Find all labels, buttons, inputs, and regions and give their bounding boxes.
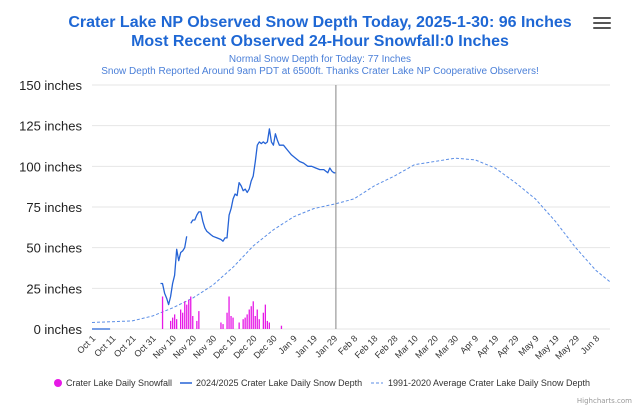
- snowfall-bar: [280, 325, 283, 329]
- snowfall-bar: [190, 296, 192, 329]
- snowfall-series: [161, 296, 283, 329]
- snowfall-bar: [172, 317, 174, 329]
- snowfall-bar: [226, 312, 228, 329]
- legend-label: 2024/2025 Crater Lake Daily Snow Depth: [196, 378, 362, 388]
- y-tick-label: 0 inches: [34, 322, 83, 337]
- legend: Crater Lake Daily Snowfall 2024/2025 Crat…: [54, 378, 590, 388]
- snowfall-bar: [184, 301, 186, 329]
- snowfall-bar: [254, 316, 256, 329]
- snowfall-bar: [198, 311, 200, 329]
- snowfall-bar: [262, 312, 264, 329]
- chart-subtitle-line2: Snow Depth Reported Around 9am PDT at 65…: [101, 66, 539, 77]
- credits-link[interactable]: Highcharts.com: [576, 397, 632, 405]
- snow-depth-line: [190, 128, 336, 242]
- snowfall-bar: [248, 309, 250, 329]
- y-tick-label: 50 inches: [26, 241, 82, 256]
- x-tick-label: Jun 8: [579, 333, 602, 356]
- depth-series: [92, 128, 336, 330]
- snowfall-bar: [170, 320, 172, 329]
- snowfall-bar: [266, 320, 268, 329]
- average-snow-depth-line: [91, 157, 611, 323]
- snowfall-bar: [246, 314, 248, 329]
- snowfall-bar: [232, 317, 234, 329]
- y-tick-label: 75 inches: [26, 200, 82, 215]
- x-tick-label: Apr 29: [495, 333, 521, 359]
- snowfall-bar: [230, 316, 232, 329]
- snowfall-bar: [238, 322, 240, 329]
- chart-title: Crater Lake NP Observed Snow Depth Today…: [68, 14, 572, 31]
- snowfall-bar: [222, 324, 224, 329]
- x-tick-label: Mar 30: [433, 333, 460, 360]
- snowfall-bar: [176, 319, 178, 329]
- snow-depth-line: [160, 236, 188, 306]
- y-tick-label: 100 inches: [19, 159, 82, 174]
- snowfall-bar: [220, 322, 222, 329]
- legend-item[interactable]: 2024/2025 Crater Lake Daily Snow Depth: [180, 378, 362, 388]
- snowfall-bar: [182, 312, 184, 329]
- chart-subtitle: Normal Snow Depth for Today: 77 Inches: [228, 54, 412, 65]
- legend-symbol-dot: [54, 379, 62, 387]
- snowfall-bar: [264, 304, 266, 329]
- legend-item[interactable]: Crater Lake Daily Snowfall: [54, 378, 172, 388]
- legend-label: Crater Lake Daily Snowfall: [66, 378, 172, 388]
- legend-item[interactable]: 1991-2020 Average Crater Lake Daily Snow…: [371, 378, 590, 388]
- average-series: [91, 157, 611, 323]
- hamburger-menu-icon[interactable]: [593, 17, 611, 31]
- snowfall-bar: [242, 319, 244, 329]
- y-tick-label: 25 inches: [26, 281, 82, 296]
- snowfall-bar: [252, 301, 254, 329]
- y-axis-labels: 0 inches 25 inches 50 inches 75 inches 100 i…: [19, 78, 82, 337]
- snowfall-bar: [256, 309, 258, 329]
- snowfall-bar: [174, 314, 176, 329]
- snowfall-bar: [258, 319, 260, 329]
- y-tick-label: 150 inches: [19, 78, 82, 93]
- chart-title-line2: Most Recent Observed 24-Hour Snowfall:0 …: [131, 33, 509, 50]
- legend-label: 1991-2020 Average Crater Lake Daily Snow…: [388, 378, 590, 388]
- grid-lines: [92, 84, 610, 330]
- snowfall-bar: [250, 306, 252, 329]
- snowfall-bar: [186, 304, 188, 329]
- snowfall-bar: [180, 309, 182, 329]
- snowfall-bar: [188, 299, 190, 329]
- snowfall-bar: [228, 296, 230, 329]
- snowfall-bar: [192, 316, 194, 329]
- snowfall-bar: [268, 322, 270, 329]
- snowfall-bar: [196, 320, 198, 329]
- snowfall-bar: [244, 317, 246, 329]
- x-tick-label: Jan 29: [313, 333, 339, 359]
- snowfall-bar: [161, 296, 164, 329]
- y-tick-label: 125 inches: [19, 119, 82, 134]
